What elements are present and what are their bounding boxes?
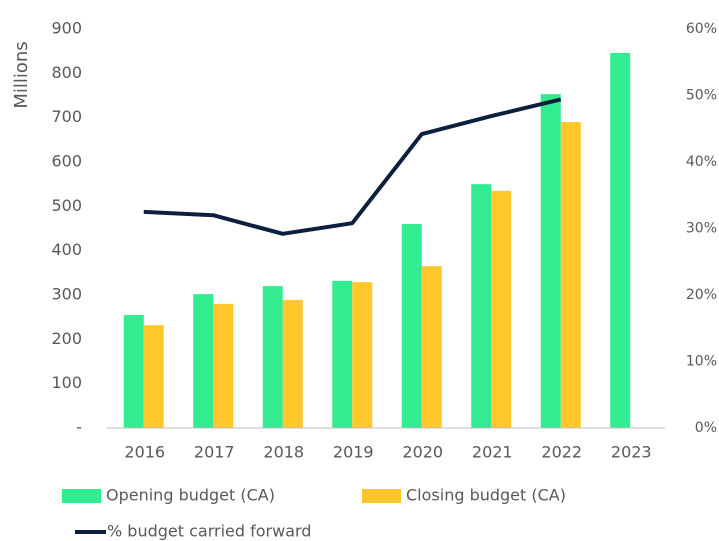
- legend-label: % budget carried forward: [107, 522, 311, 541]
- bar: [610, 52, 631, 428]
- x-tick-label: 2023: [611, 443, 652, 462]
- legend-label: Opening budget (CA): [106, 486, 275, 505]
- y-tick-label: 500: [51, 196, 82, 215]
- bar: [123, 314, 144, 428]
- bar: [213, 303, 234, 428]
- bar: [421, 266, 442, 428]
- y-axis-label: Millions: [11, 41, 32, 108]
- y2-tick-label: 20%: [686, 287, 717, 303]
- y-tick-label: 300: [51, 285, 82, 304]
- x-tick-label: 2019: [333, 443, 374, 462]
- bar: [193, 294, 214, 428]
- x-tick-label: 2021: [472, 443, 513, 462]
- bar: [560, 122, 581, 428]
- x-tick-label: 2018: [263, 443, 304, 462]
- y-tick-label: 400: [51, 240, 82, 259]
- y-tick-label: 800: [51, 63, 82, 82]
- x-tick-label: 2016: [124, 443, 165, 462]
- x-tick-label: 2017: [194, 443, 235, 462]
- y-tick-label: 600: [51, 152, 82, 171]
- x-tick-label: 2020: [402, 443, 443, 462]
- y-tick-label: -: [76, 418, 82, 437]
- bar: [262, 286, 283, 428]
- y2-tick-label: 0%: [695, 420, 717, 436]
- bar: [143, 325, 164, 428]
- y2-tick-label: 30%: [686, 221, 717, 237]
- y2-tick-label: 40%: [686, 154, 717, 170]
- y2-tick-label: 10%: [686, 354, 717, 370]
- line: [143, 97, 562, 236]
- bar: [540, 94, 561, 429]
- y-tick-label: 100: [51, 373, 82, 392]
- bar: [401, 224, 422, 428]
- y2-tick-label: 60%: [686, 21, 717, 37]
- x-tick-label: 2022: [541, 443, 582, 462]
- bar: [471, 184, 492, 428]
- legend-swatch: [62, 489, 101, 503]
- bar: [352, 282, 373, 428]
- legend-label: Closing budget (CA): [406, 486, 566, 505]
- bar: [332, 280, 353, 428]
- y-tick-label: 900: [51, 19, 82, 38]
- y-tick-label: 200: [51, 329, 82, 348]
- y2-tick-label: 50%: [686, 88, 717, 104]
- legend-swatch: [362, 489, 401, 503]
- bar: [282, 299, 303, 428]
- y-tick-label: 700: [51, 107, 82, 126]
- bar: [491, 190, 512, 428]
